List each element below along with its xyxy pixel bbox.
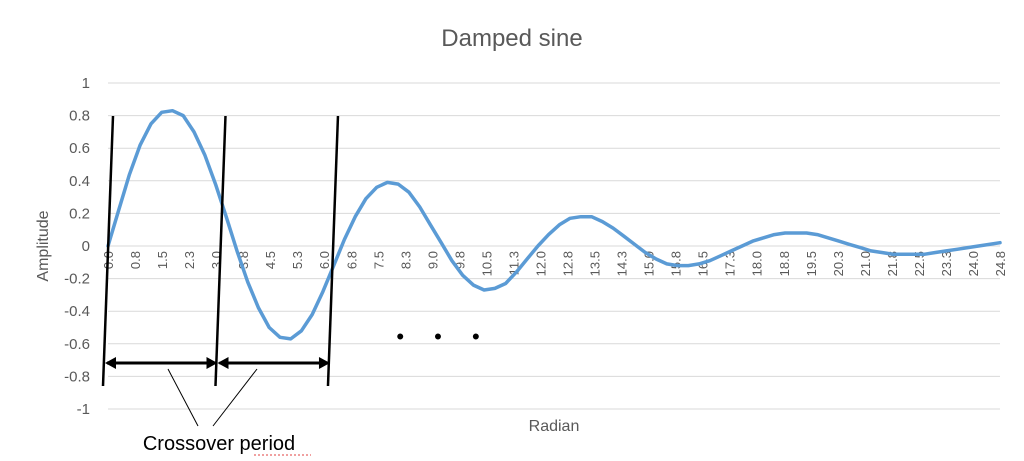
x-tick-label: 14.3 (615, 251, 630, 276)
x-axis-label: Radian (529, 418, 580, 435)
y-tick-label: -0.4 (64, 303, 90, 320)
x-tick-label: 6.0 (317, 251, 332, 269)
crossover-markers (101, 115, 340, 387)
x-tick-label: 9.0 (425, 251, 440, 269)
y-tick-labels: 1 0.8 0.6 0.4 0.2 0 -0.2 -0.4 -0.6 -0.8 -1 (64, 75, 90, 418)
y-tick-label: -1 (77, 401, 90, 418)
x-tick-label: 0.8 (128, 251, 143, 269)
x-tick-label: 6.8 (344, 251, 359, 269)
chart-title: Damped sine (441, 25, 582, 52)
x-tick-label: 13.5 (588, 251, 603, 276)
x-tick-label: 21.0 (858, 251, 873, 276)
x-tick-label: 19.5 (804, 251, 819, 276)
x-tick-label: 22.5 (912, 251, 927, 276)
x-tick-label: 12.8 (561, 251, 576, 276)
y-tick-label: -0.6 (64, 336, 90, 353)
x-tick-label: 23.3 (939, 251, 954, 276)
x-tick-label: 4.5 (263, 251, 278, 269)
x-tick-label: 24.0 (966, 251, 981, 276)
x-tick-label: 7.5 (371, 251, 386, 269)
crossover-line (326, 115, 340, 387)
ellipsis-dots: • • • (396, 324, 491, 349)
y-tick-label: 1 (82, 75, 90, 92)
x-tick-label: 12.0 (533, 251, 548, 276)
grid-lines (108, 82, 1000, 410)
y-tick-label: 0 (82, 238, 90, 255)
arrow-head (105, 357, 116, 369)
x-tick-label: 24.8 (993, 251, 1008, 276)
x-tick-label: 2.3 (182, 251, 197, 269)
y-tick-label: 0.2 (69, 205, 90, 222)
series-line-damped-sine (106, 108, 1002, 341)
arrow-head (206, 357, 218, 369)
x-tick-label: 20.3 (831, 251, 846, 276)
x-tick-label: 17.3 (723, 251, 738, 276)
x-tick-label: 1.5 (155, 251, 170, 269)
x-tick-label: 21.8 (885, 251, 900, 276)
y-tick-label: 0.8 (69, 108, 90, 125)
x-tick-label: 8.3 (398, 251, 413, 269)
x-tick-label: 18.0 (750, 251, 765, 276)
arrow-head (318, 357, 330, 369)
callout-pointer-right (212, 368, 258, 427)
y-tick-label: 0.4 (69, 173, 90, 190)
arrow-head (217, 357, 229, 369)
x-tick-label: 5.3 (290, 251, 305, 269)
y-tick-label: -0.2 (64, 271, 90, 288)
x-tick-label: 11.3 (506, 251, 521, 275)
crossover-period-label: Crossover period (143, 433, 295, 455)
x-tick-label: 3.0 (209, 251, 224, 269)
period-arrows (105, 357, 330, 369)
y-tick-label: -0.8 (64, 368, 90, 385)
y-axis-label: Amplitude (35, 210, 52, 281)
crossover-line (214, 115, 227, 387)
x-tick-label: 18.8 (777, 251, 792, 276)
crossover-line (101, 115, 115, 387)
callout-pointer-left (167, 368, 199, 427)
x-tick-label: 10.5 (479, 251, 494, 276)
y-tick-label: 0.6 (69, 140, 90, 157)
